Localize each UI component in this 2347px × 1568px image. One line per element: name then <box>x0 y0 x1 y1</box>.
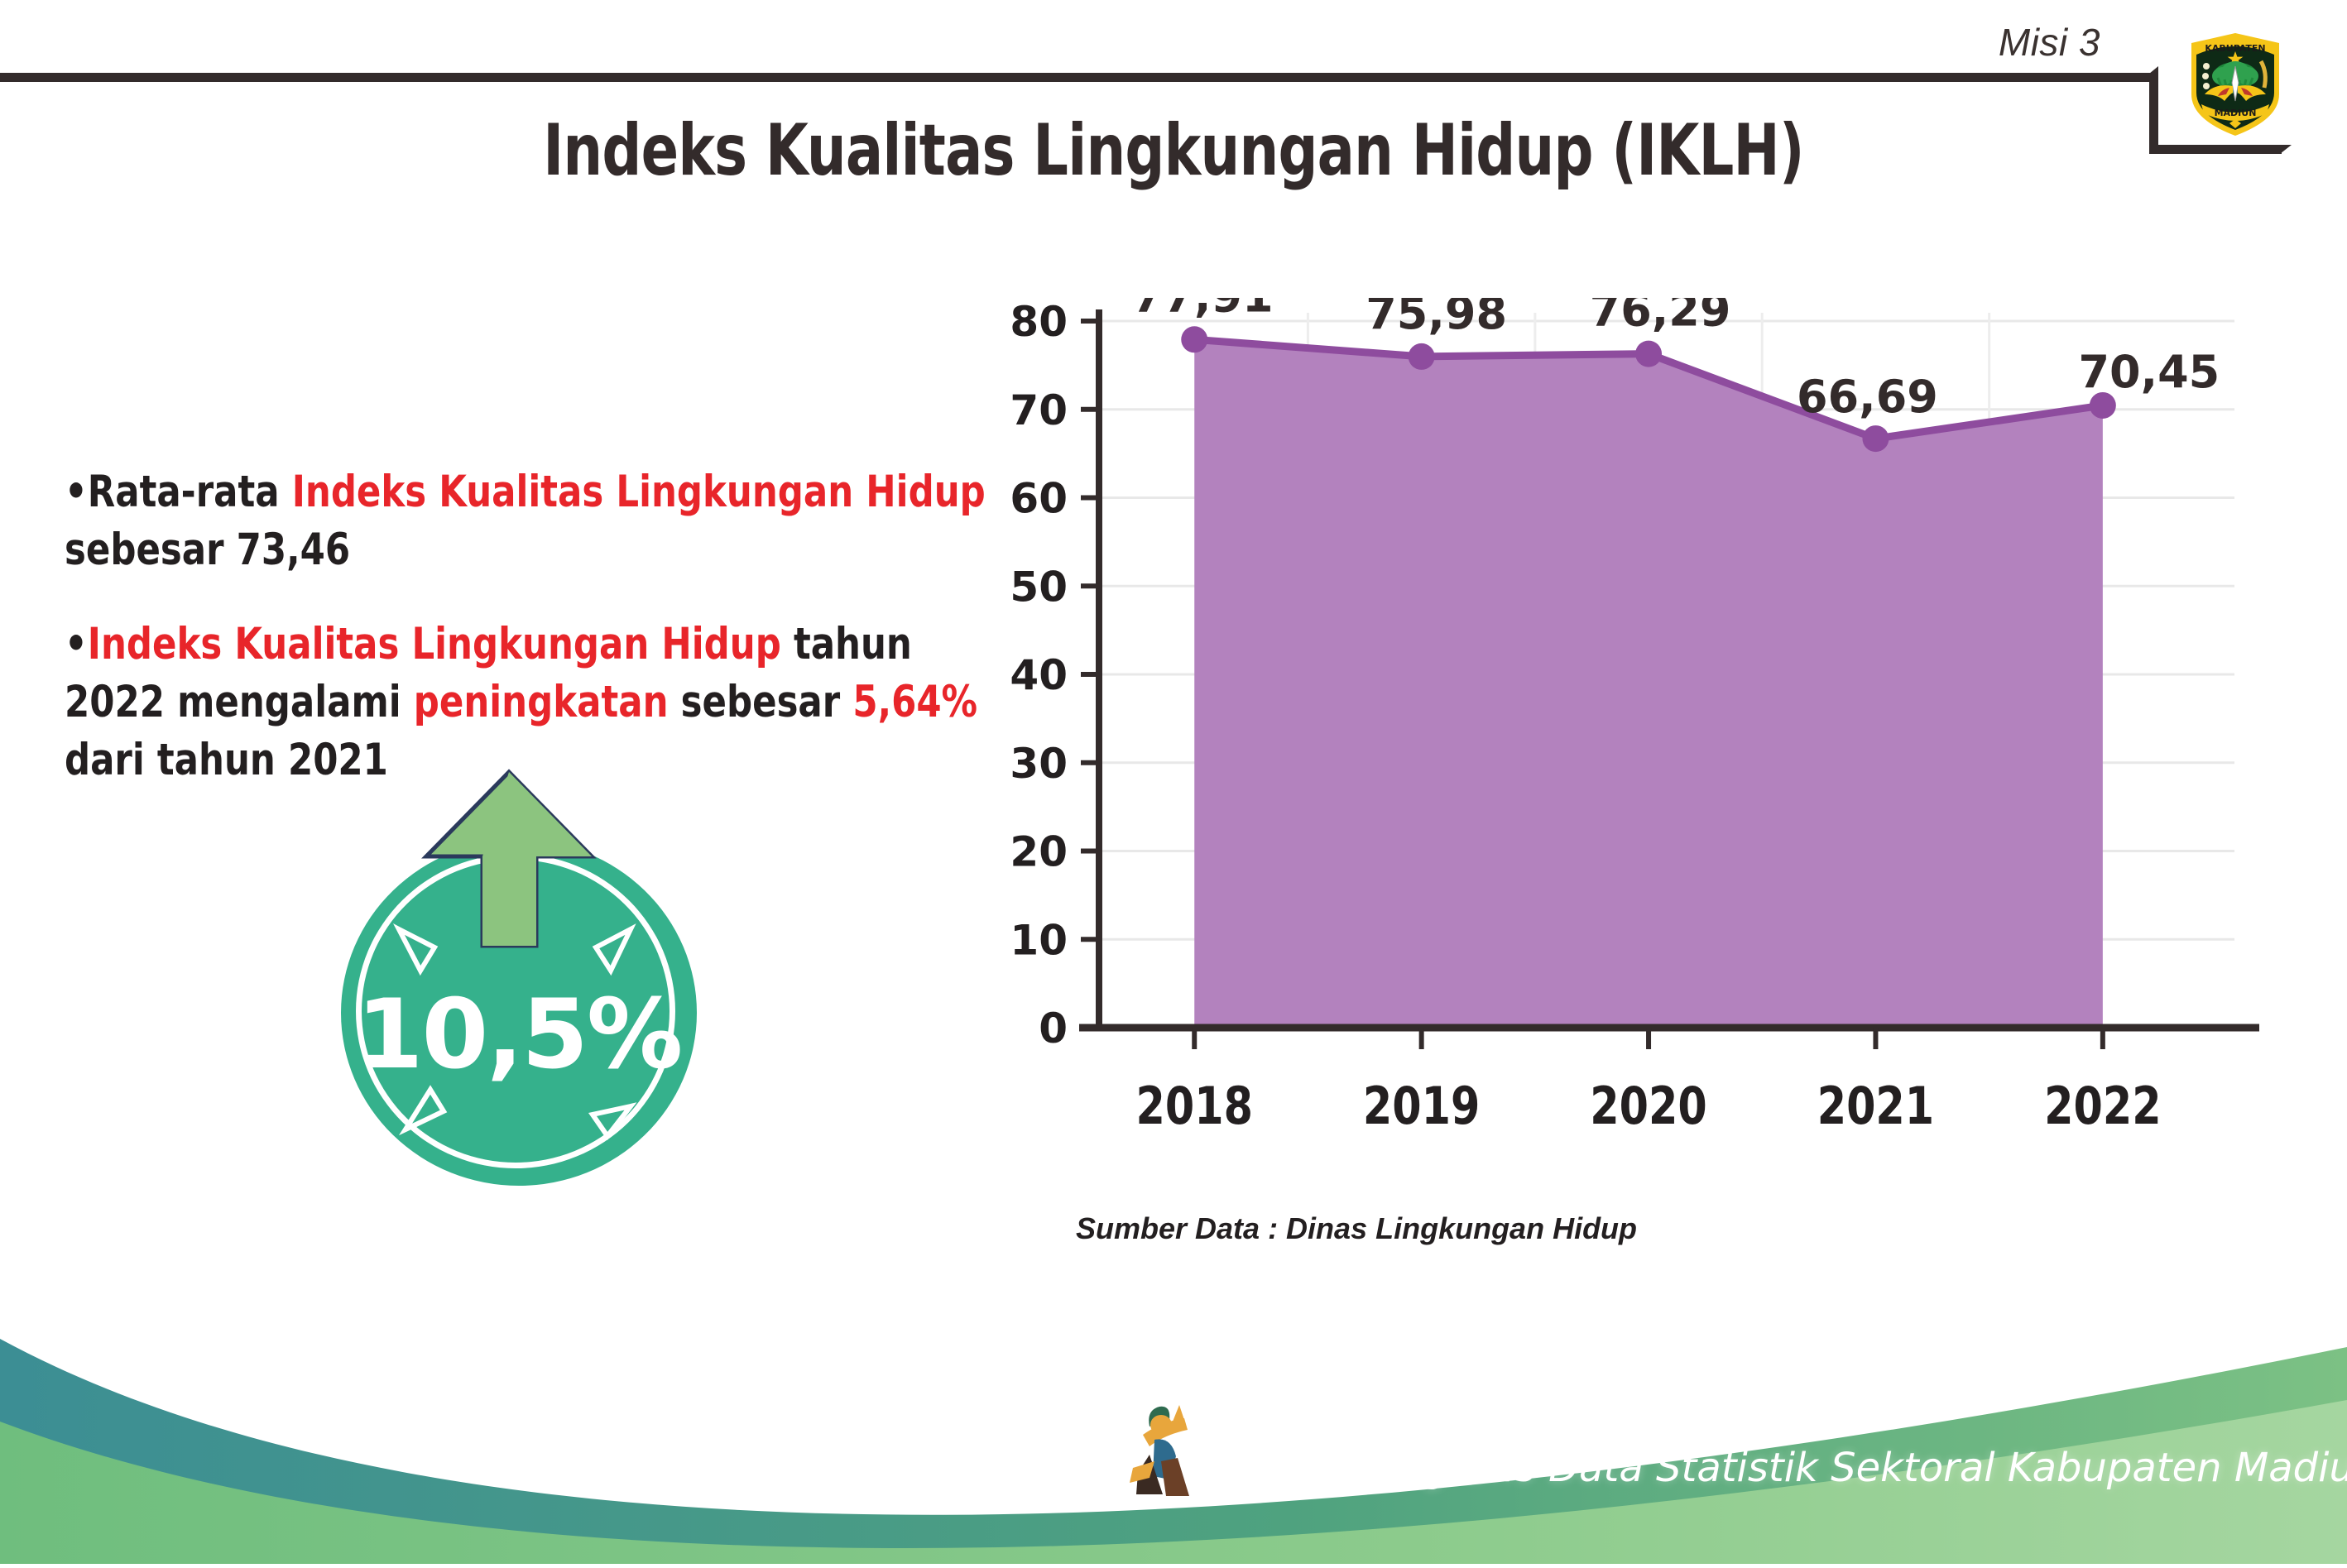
kabupaten-madiun-crest-icon: KABUPATEN MADIUN <box>2185 18 2286 139</box>
crest-top-text: KABUPATEN <box>2205 43 2265 54</box>
data-point-marker <box>1408 343 1435 370</box>
statistics-person-icon <box>1121 1397 1221 1513</box>
page-title: Indeks Kualitas Lingkungan Hidup (IKLH) <box>543 109 1804 192</box>
footer-caption: Media Infografis Data Statistik Sektoral… <box>1217 1445 2347 1491</box>
y-tick-label: 80 <box>1010 298 1068 346</box>
summary-bullet-list: •Rata-rata Indeks Kualitas Lingkungan Hi… <box>65 463 1000 826</box>
bracket-vertical <box>2149 73 2158 154</box>
data-point-marker <box>2089 391 2116 419</box>
bullet-increase: •Indeks Kualitas Lingkungan Hidup tahun … <box>65 616 994 789</box>
data-point-marker <box>1181 326 1208 353</box>
bracket-horizontal <box>2149 145 2282 154</box>
y-tick-label: 60 <box>1010 475 1068 523</box>
mission-label: Misi 3 <box>1998 21 2100 64</box>
triangle-accent-bottom-right <box>588 1102 637 1141</box>
x-tick-label: 2018 <box>1136 1077 1253 1136</box>
bullet-increase-run-0: • <box>65 618 88 669</box>
header-corner-bracket <box>2149 66 2303 154</box>
bullet-average-run-0: •Rata-rata <box>65 467 292 517</box>
bullet-average-run-2: sebesar 73,46 <box>65 524 351 575</box>
increase-badge: 10,5% <box>323 749 737 1187</box>
footer-wave-bottom <box>0 1400 2347 1564</box>
area-fill <box>1194 339 2103 1028</box>
bracket-top-tip <box>2149 66 2158 74</box>
triangle-accent-top-left <box>393 923 439 976</box>
data-point-label: 76,29 <box>1590 298 1731 337</box>
badge-value: 10,5% <box>356 979 683 1091</box>
bullet-increase-run-4: sebesar <box>668 676 853 727</box>
bullet-average-run-1: Indeks Kualitas Lingkungan Hidup <box>291 467 986 517</box>
iklh-area-chart: 0 10 20 30 40 50 60 70 80 2018 2019 2020 2021 2022 77,… <box>977 298 2268 1175</box>
data-point-label: 70,45 <box>2078 346 2220 398</box>
bullet-increase-run-1: Indeks Kualitas Lingkungan Hidup <box>87 618 781 669</box>
bullet-increase-run-2: tahun 2022 mengalami <box>65 618 912 727</box>
badge-accent-triangles <box>393 923 637 1141</box>
y-tick-label: 10 <box>1010 916 1068 964</box>
data-point-marker <box>1862 425 1889 453</box>
bullet-increase-run-6: dari tahun 2021 <box>65 734 388 785</box>
bracket-end-tip <box>2280 145 2292 154</box>
y-tick-label: 20 <box>1010 828 1068 876</box>
x-tick-label: 2021 <box>1817 1077 1934 1136</box>
footer-wave-band <box>0 1299 2347 1564</box>
bullet-increase-run-5: 5,64% <box>852 676 978 727</box>
y-tick-label: 40 <box>1010 651 1068 699</box>
chart-canvas: 0 10 20 30 40 50 60 70 80 2018 2019 2020 2021 2022 77,… <box>1010 298 2259 1136</box>
up-arrow-icon <box>421 769 597 948</box>
bullet-average: •Rata-rata Indeks Kualitas Lingkungan Hi… <box>65 463 994 579</box>
triangle-accent-top-right <box>592 923 636 976</box>
x-tick-label: 2022 <box>2044 1077 2161 1136</box>
crest-bottom-text: MADIUN <box>2215 108 2257 118</box>
x-tick-label: 2019 <box>1363 1077 1480 1136</box>
y-tick-label: 0 <box>1039 1005 1068 1053</box>
data-point-label: 66,69 <box>1797 371 1938 423</box>
y-tick-label: 70 <box>1010 386 1068 434</box>
header-divider-line <box>0 73 2158 82</box>
chart-source-note: Sumber Data : Dinas Lingkungan Hidup <box>1076 1211 1638 1245</box>
y-tick-label: 30 <box>1010 740 1068 788</box>
triangle-accent-bottom-left <box>398 1085 448 1136</box>
data-point-marker <box>1635 340 1663 367</box>
y-tick-label: 50 <box>1010 563 1068 611</box>
data-point-label: 77,91 <box>1132 298 1274 322</box>
data-point-label: 75,98 <box>1365 298 1507 339</box>
bullet-increase-run-3: peningkatan <box>413 676 669 727</box>
x-tick-label: 2020 <box>1590 1077 1706 1136</box>
